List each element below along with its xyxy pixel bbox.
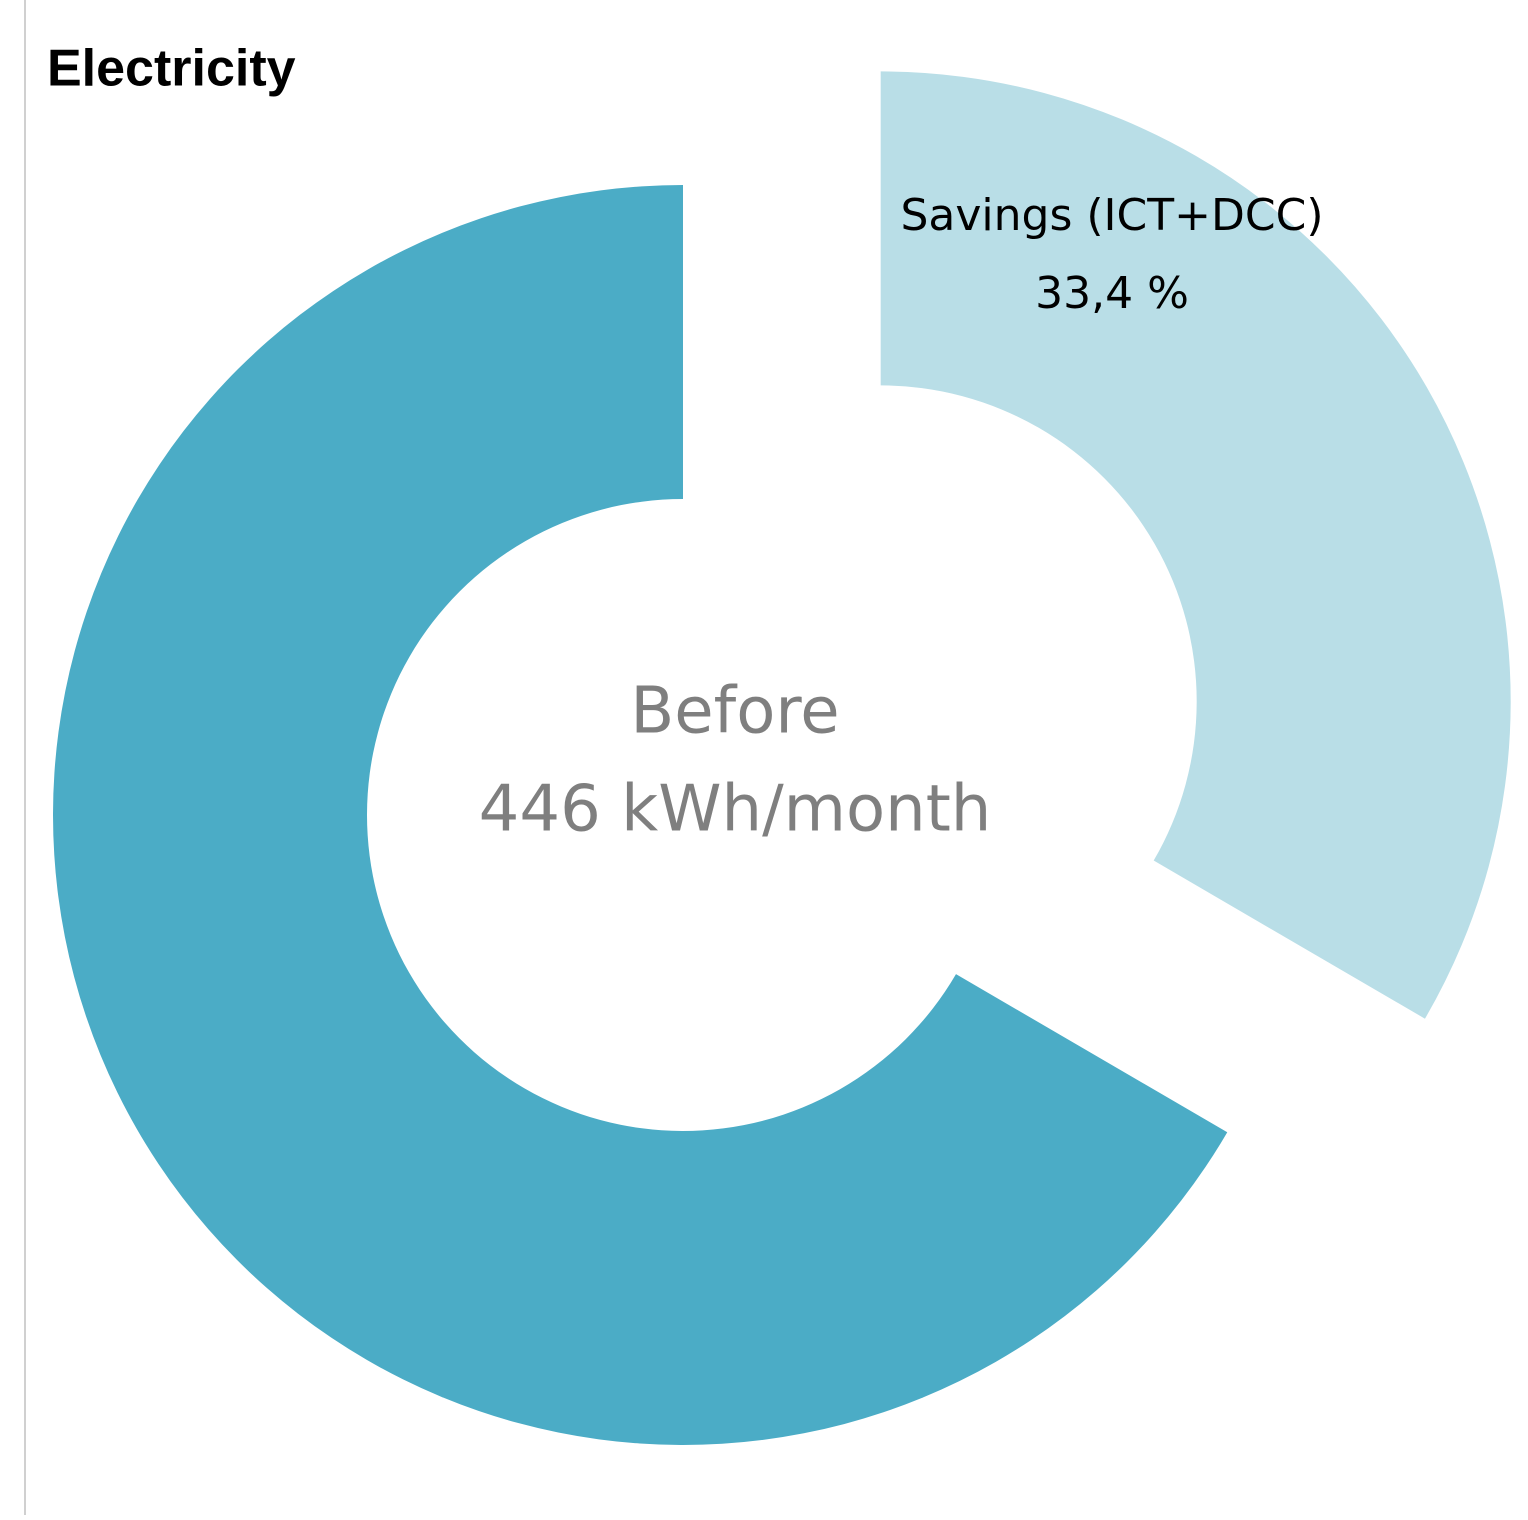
donut-segment <box>880 71 1511 1019</box>
chart-title: Electricity <box>47 40 296 98</box>
segment-label: Savings (ICT+DCC) <box>901 190 1324 241</box>
donut-segment <box>53 185 1228 1445</box>
center-label: 446 kWh/month <box>479 773 992 847</box>
value-label: 33,4 % <box>1035 268 1189 319</box>
center-label: Before <box>630 675 839 749</box>
